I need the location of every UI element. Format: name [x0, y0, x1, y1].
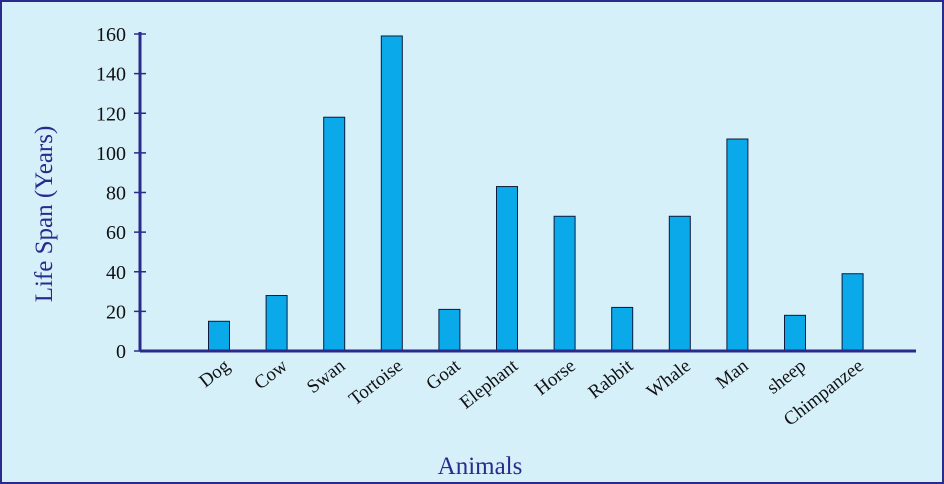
bar-horse [553, 215, 576, 352]
bar-tortoise [380, 35, 403, 352]
bar-dog [208, 320, 230, 352]
y-tick-label: 160 [96, 24, 126, 46]
bar-chimpanzee [841, 273, 864, 352]
y-tick-label: 0 [116, 341, 126, 363]
x-axis-title: Animals [438, 453, 523, 480]
x-tick-label: Tortoise [345, 355, 407, 410]
bar-goat [438, 308, 461, 352]
x-tick-label: Rabbit [584, 355, 637, 403]
bar-swan [323, 116, 346, 352]
bar-elephant [496, 186, 518, 352]
x-tick-label: Dog [195, 355, 234, 392]
x-tick-label: sheep [763, 355, 810, 398]
bar-cow [265, 295, 288, 352]
y-axis-title: Life Span (Years) [31, 126, 58, 303]
y-ticks-group: 0 20 40 60 80 100 120 140 160 [96, 24, 146, 363]
x-tick-label: Goat [422, 355, 465, 395]
y-tick-label: 140 [96, 64, 126, 86]
y-tick-label: 20 [106, 301, 126, 323]
x-tick-label: Whale [643, 355, 695, 402]
y-tick-label: 80 [106, 183, 126, 205]
x-tick-label: Horse [531, 355, 580, 399]
x-tick-label: Man [712, 355, 753, 393]
y-tick-label: 40 [106, 262, 126, 284]
x-tick-label: Swan [303, 355, 350, 398]
bar-rabbit [611, 306, 634, 352]
y-tick-label: 100 [96, 143, 126, 165]
bar-man [726, 138, 749, 352]
x-tick-label: Cow [250, 355, 291, 394]
y-tick-label: 60 [106, 222, 126, 244]
x-tick-label: Elephant [456, 355, 523, 414]
bar-sheep [784, 314, 806, 352]
y-tick-label: 120 [96, 103, 126, 125]
bars-group [208, 35, 864, 352]
bar-whale [668, 215, 691, 352]
